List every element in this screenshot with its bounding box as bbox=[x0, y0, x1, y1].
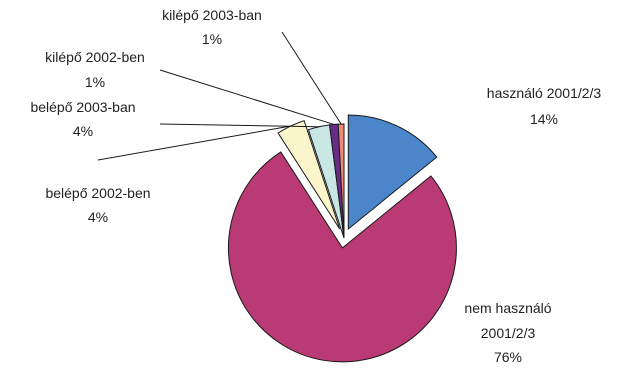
slice-label-value: 76% bbox=[494, 349, 522, 365]
label-belepo-2003: belépő 2003-ban 4% bbox=[30, 99, 135, 139]
slice-label-name-line2: 2001/2/3 bbox=[481, 325, 536, 341]
pie-slices bbox=[227, 114, 457, 363]
slice-label-value: 1% bbox=[85, 74, 105, 90]
label-belepo-2002: belépő 2002-ben 4% bbox=[45, 185, 150, 225]
slice-label-value: 1% bbox=[202, 31, 222, 47]
pie-slice-1 bbox=[227, 151, 457, 363]
pie-slice-0 bbox=[347, 114, 438, 231]
leader-line-5 bbox=[281, 31, 342, 125]
slice-label-name: belépő 2003-ban bbox=[30, 99, 135, 115]
label-nem-hasznalo: nem használó 2001/2/3 76% bbox=[464, 300, 551, 365]
slice-label-name: kilépő 2002-ben bbox=[45, 49, 145, 65]
slice-label-name-line1: nem használó bbox=[464, 300, 551, 316]
leader-line-4 bbox=[159, 69, 335, 125]
slice-label-value: 14% bbox=[530, 111, 558, 127]
slice-label-name: belépő 2002-ben bbox=[45, 185, 150, 201]
label-kilepo-2002: kilépő 2002-ben 1% bbox=[45, 49, 145, 90]
slice-label-name: kilépő 2003-ban bbox=[162, 7, 262, 23]
leader-line-2 bbox=[97, 125, 291, 161]
label-hasznalo: használó 2001/2/3 14% bbox=[487, 85, 602, 127]
leader-lines bbox=[97, 31, 342, 161]
slice-label-value: 4% bbox=[73, 123, 93, 139]
label-kilepo-2003: kilépő 2003-ban 1% bbox=[162, 7, 262, 47]
slice-label-name: használó 2001/2/3 bbox=[487, 85, 602, 101]
leader-line-3 bbox=[159, 123, 319, 128]
slice-label-value: 4% bbox=[88, 209, 108, 225]
